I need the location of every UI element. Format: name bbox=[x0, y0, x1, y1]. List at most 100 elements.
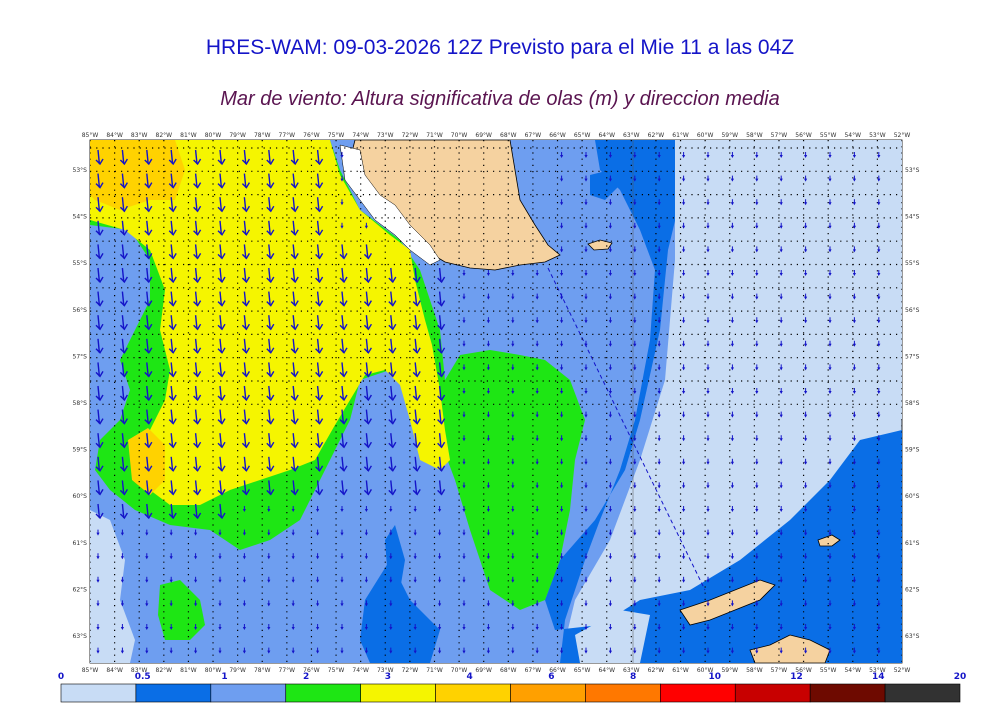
latitude-label: 61°S bbox=[905, 540, 920, 547]
area-0-0_5m-bottom bbox=[575, 610, 650, 663]
direction-arrowhead-small bbox=[535, 391, 539, 394]
direction-arrowhead-small bbox=[730, 627, 734, 630]
direction-arrowhead-small bbox=[828, 532, 832, 536]
direction-arrowhead-small bbox=[413, 509, 417, 512]
longitude-label: 77°W bbox=[279, 667, 296, 674]
direction-arrowhead bbox=[193, 253, 202, 260]
direction-arrowhead-small bbox=[804, 343, 808, 347]
direction-arrowhead-small bbox=[486, 391, 490, 394]
direction-arrowhead-small bbox=[755, 343, 759, 347]
direction-arrowhead-small bbox=[120, 579, 124, 583]
direction-arrowhead bbox=[144, 158, 153, 166]
direction-arrow bbox=[341, 362, 345, 377]
direction-arrow bbox=[121, 338, 125, 353]
direction-arrowhead-small bbox=[706, 320, 710, 324]
direction-arrowhead-small bbox=[340, 532, 344, 536]
direction-arrowhead-small bbox=[584, 273, 588, 276]
direction-arrowhead-small bbox=[486, 650, 490, 654]
direction-arrowhead-small bbox=[633, 296, 637, 300]
direction-arrow bbox=[243, 197, 247, 212]
direction-arrowhead-small bbox=[608, 178, 612, 182]
direction-arrowhead-small bbox=[145, 532, 149, 536]
direction-arrowhead-small bbox=[755, 225, 759, 229]
direction-arrowhead bbox=[315, 489, 324, 496]
direction-arrow bbox=[390, 362, 393, 377]
direction-arrowhead-small bbox=[633, 225, 637, 229]
direction-arrowhead-small bbox=[755, 438, 759, 442]
direction-arrowhead-small bbox=[462, 296, 466, 300]
direction-arrowhead bbox=[241, 371, 251, 378]
direction-arrow bbox=[414, 385, 418, 401]
land-fjords bbox=[339, 144, 441, 266]
colorbar-label: 0 bbox=[58, 672, 64, 682]
direction-arrowhead bbox=[290, 323, 299, 331]
direction-arrowhead-small bbox=[413, 627, 417, 630]
direction-arrow bbox=[194, 456, 198, 471]
direction-arrowhead-small bbox=[877, 414, 881, 418]
direction-arrowhead-small bbox=[706, 532, 710, 536]
direction-arrowhead-small bbox=[657, 414, 661, 418]
longitude-label: 81°W bbox=[180, 667, 197, 674]
direction-arrowhead-small bbox=[779, 650, 783, 654]
direction-arrowhead-small bbox=[804, 650, 808, 654]
direction-arrowhead-small bbox=[657, 367, 661, 371]
direction-arrowhead-small bbox=[584, 650, 588, 654]
direction-arrowhead-small bbox=[608, 273, 612, 276]
direction-arrowhead-small bbox=[120, 627, 124, 630]
direction-arrow bbox=[219, 480, 223, 495]
direction-arrowhead bbox=[95, 512, 104, 520]
direction-arrowhead bbox=[437, 300, 446, 307]
direction-arrowhead-small bbox=[706, 155, 710, 158]
direction-arrowhead bbox=[412, 441, 421, 449]
direction-arrowhead-small bbox=[169, 650, 173, 654]
direction-arrowhead bbox=[363, 371, 373, 378]
direction-arrowhead-small bbox=[535, 414, 539, 418]
direction-arrowhead bbox=[217, 253, 226, 260]
area-0_5-1m-bottom bbox=[385, 525, 405, 590]
direction-arrowhead-small bbox=[877, 532, 881, 536]
direction-arrowhead-small bbox=[535, 343, 539, 347]
direction-arrowhead-small bbox=[779, 532, 783, 536]
direction-arrow bbox=[243, 315, 247, 330]
direction-arrowhead bbox=[266, 347, 275, 354]
direction-arrowhead-small bbox=[779, 461, 783, 465]
direction-arrowhead-small bbox=[535, 532, 539, 536]
direction-arrowhead-small bbox=[755, 178, 759, 182]
direction-arrowhead-small bbox=[633, 202, 637, 206]
longitude-label: 72°W bbox=[402, 132, 419, 139]
direction-arrowhead-small bbox=[804, 414, 808, 418]
direction-arrowhead bbox=[217, 158, 226, 166]
direction-arrowhead bbox=[315, 276, 324, 284]
map-title: HRES-WAM: 09-03-2026 12Z Previsto para e… bbox=[205, 36, 795, 59]
direction-arrow bbox=[170, 338, 174, 353]
direction-arrowhead-small bbox=[682, 367, 686, 371]
direction-arrowhead bbox=[388, 418, 397, 425]
direction-arrowhead-small bbox=[633, 532, 637, 536]
direction-arrowhead-small bbox=[96, 579, 100, 583]
direction-arrow bbox=[219, 362, 223, 377]
direction-arrowhead bbox=[217, 300, 226, 307]
direction-arrowhead-small bbox=[706, 391, 710, 394]
direction-arrowhead-small bbox=[730, 155, 734, 158]
longitude-label: 63°W bbox=[623, 667, 640, 674]
direction-arrowhead-small bbox=[242, 603, 246, 607]
direction-arrowhead-small bbox=[608, 414, 612, 418]
direction-arrowhead-small bbox=[608, 461, 612, 465]
direction-arrow bbox=[97, 385, 101, 401]
direction-arrowhead-small bbox=[511, 414, 515, 418]
direction-arrowhead bbox=[119, 300, 129, 307]
direction-arrowhead-small bbox=[852, 391, 856, 394]
direction-arrowhead-small bbox=[828, 650, 832, 654]
longitude-label: 63°W bbox=[623, 132, 640, 139]
direction-arrowhead-small bbox=[584, 391, 588, 394]
direction-arrowhead-small bbox=[560, 485, 564, 489]
direction-arrow bbox=[316, 480, 320, 495]
direction-arrowhead-small bbox=[438, 556, 442, 560]
direction-arrow bbox=[146, 503, 149, 519]
direction-arrow bbox=[243, 220, 247, 235]
longitude-label: 68°W bbox=[500, 667, 517, 674]
direction-arrowhead-small bbox=[560, 438, 564, 442]
direction-arrow bbox=[365, 244, 369, 259]
latitude-label: 61°S bbox=[73, 540, 88, 547]
longitude-label: 79°W bbox=[229, 667, 246, 674]
